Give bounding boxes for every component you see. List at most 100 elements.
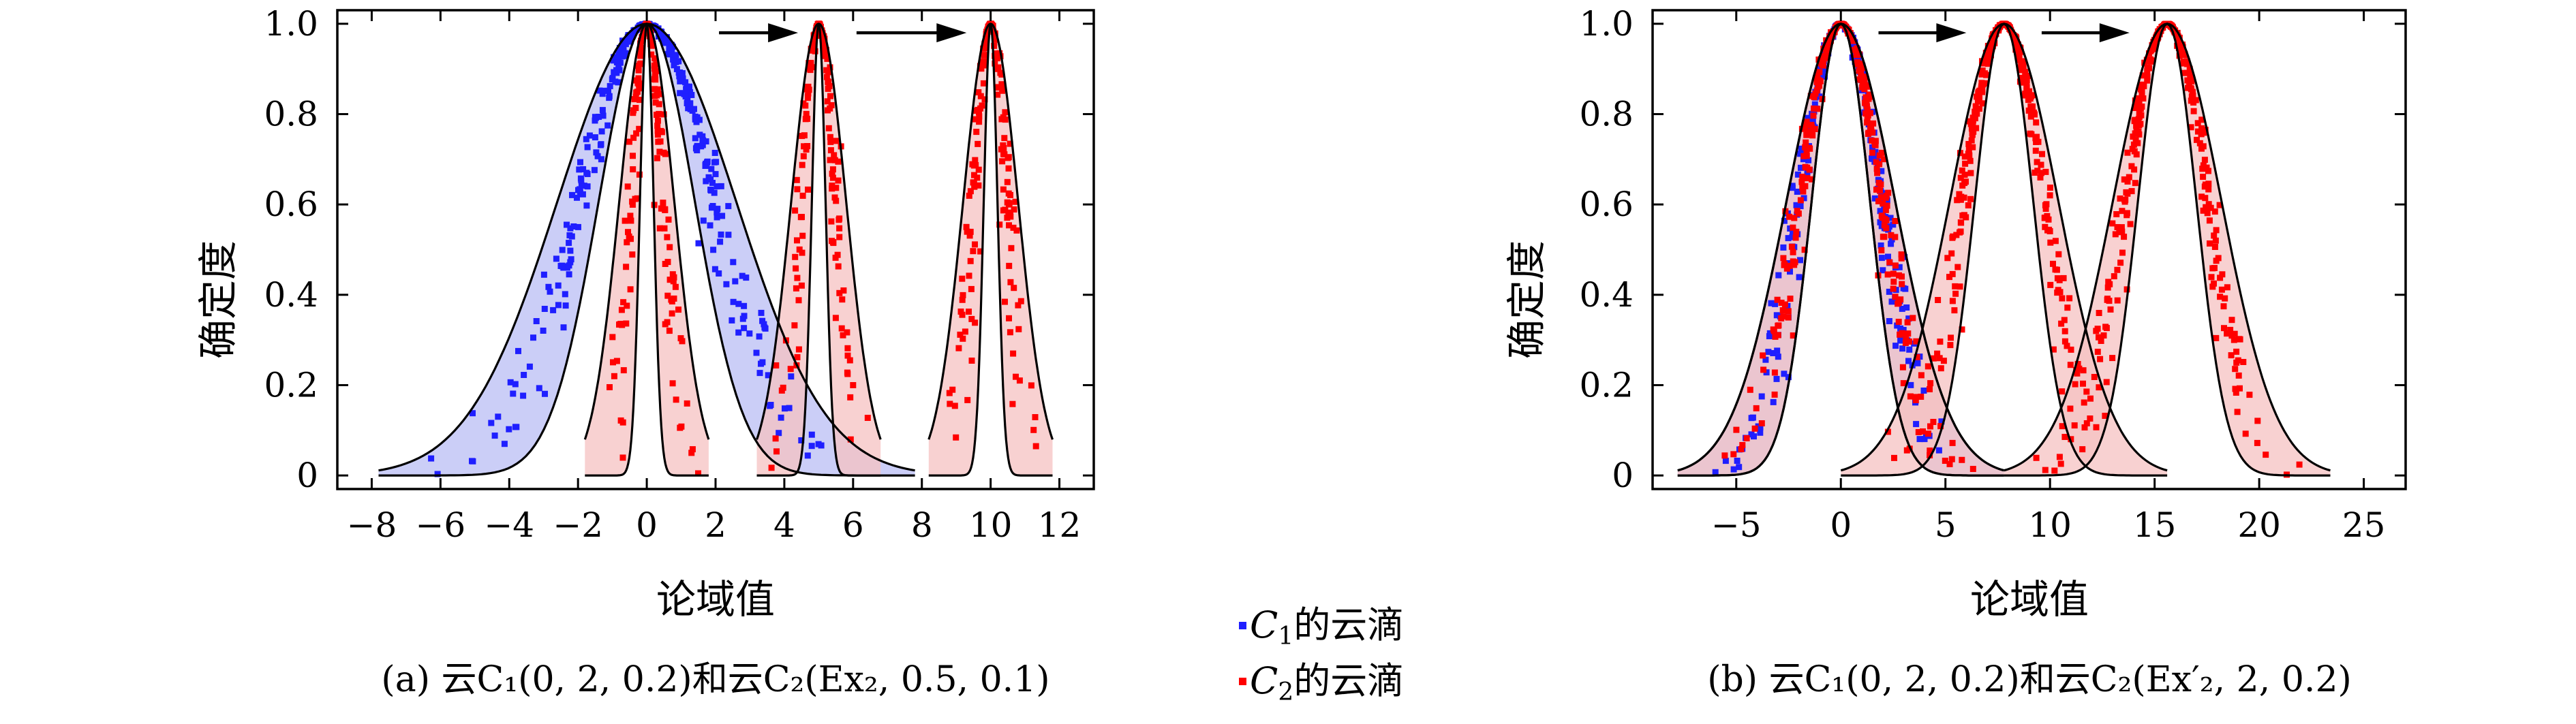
drop-s0-c0-1 xyxy=(735,300,742,307)
drop-s1-c0-319 xyxy=(1813,87,1820,94)
band-s1-c2 xyxy=(928,23,1053,476)
drop-s1-c0-84 xyxy=(609,334,616,341)
drop-s0-c0-309 xyxy=(510,390,517,397)
drop-s0-c0-262 xyxy=(434,471,441,477)
drop-s0-c0-249 xyxy=(669,42,675,48)
drop-s1-c1-214 xyxy=(1970,128,1977,135)
drop-s1-c0-86 xyxy=(1882,194,1889,201)
drop-s1-c1-152 xyxy=(1957,196,1964,203)
drop-s1-c0-23 xyxy=(1959,456,1965,463)
drop-s1-c1-80 xyxy=(833,185,840,191)
drop-s1-c0-87 xyxy=(669,380,676,387)
x-tick-label-5: 20 xyxy=(2237,505,2281,545)
drop-s0-c0-115 xyxy=(562,302,569,309)
drop-s1-c1-234 xyxy=(2042,202,2049,208)
drop-s1-c0-62 xyxy=(1914,353,1920,360)
drop-s0-c0-136 xyxy=(718,231,724,238)
drop-s0-c0-21 xyxy=(520,392,527,399)
drop-s0-c0-291 xyxy=(637,23,643,30)
drop-s0-c0-43 xyxy=(758,309,765,316)
drop-s1-c1-329 xyxy=(1985,50,1992,57)
legend-marker-c1 xyxy=(1239,622,1246,629)
drop-s0-c0-90 xyxy=(1878,168,1885,174)
drop-s0-c0-207 xyxy=(597,142,604,148)
drop-s1-c2-53 xyxy=(2187,69,2194,76)
drop-s0-c0-191 xyxy=(1913,421,1920,428)
drop-s1-c1-19 xyxy=(2024,72,2031,79)
drop-s1-c0-168 xyxy=(1803,131,1810,138)
drop-s1-c0-94 xyxy=(1781,262,1788,268)
drop-s1-c1-251 xyxy=(1957,219,1964,226)
drop-s1-c2-119 xyxy=(959,275,966,282)
drop-s1-c0-142 xyxy=(626,138,632,145)
drop-s1-c0-117 xyxy=(633,89,640,96)
drop-s1-c0-172 xyxy=(617,417,624,424)
arrow-head-0 xyxy=(768,23,799,43)
drop-s1-c2-164 xyxy=(2127,221,2134,227)
drop-s1-c2-89 xyxy=(2105,279,2112,285)
drop-s0-c0-89 xyxy=(758,360,764,367)
drop-s1-c2-318 xyxy=(2154,35,2161,42)
drop-s1-c0-323 xyxy=(1771,391,1778,398)
drop-s0-c0-246 xyxy=(584,183,591,190)
drop-s1-c0-74 xyxy=(662,321,669,328)
drop-s1-c1-324 xyxy=(2017,44,2023,51)
drop-s0-c0-192 xyxy=(609,75,616,82)
drop-s1-c1-265 xyxy=(2033,119,2040,126)
drop-s1-c1-112 xyxy=(2046,192,2053,199)
drop-s1-c2-327 xyxy=(2202,127,2209,133)
x-tick-label-6: 4 xyxy=(773,505,795,545)
drop-s1-c1-138 xyxy=(795,346,802,353)
x-tick-label-8: 8 xyxy=(911,505,933,545)
drop-s1-c2-226 xyxy=(2232,366,2239,373)
drop-s1-c1-271 xyxy=(1975,90,1982,97)
drop-s1-c2-258 xyxy=(2128,163,2135,170)
drop-s1-c2-294 xyxy=(2122,196,2129,203)
drop-s1-c2-114 xyxy=(999,87,1006,94)
drop-s1-c2-22 xyxy=(2220,303,2227,310)
drop-s1-c1-286 xyxy=(1984,56,1991,63)
drop-s1-c2-120 xyxy=(994,65,1000,72)
drop-s1-c0-93 xyxy=(613,358,620,364)
drop-s1-c2-99 xyxy=(966,272,972,279)
drop-s0-c0-176 xyxy=(687,100,694,107)
drop-s1-c1-215 xyxy=(1954,264,1961,270)
drop-s1-c1-65 xyxy=(839,296,846,303)
drop-s0-c0-197 xyxy=(605,87,611,94)
drop-s1-c2-24 xyxy=(972,319,979,326)
drop-s1-c0-114 xyxy=(619,454,626,461)
drop-s1-c2-253 xyxy=(2222,295,2228,302)
drop-s0-c0-287 xyxy=(1902,285,1909,292)
drop-s1-c0-237 xyxy=(1747,386,1753,393)
drop-s1-c0-157 xyxy=(628,236,634,242)
drop-s1-c1-53 xyxy=(2059,295,2066,302)
drop-s1-c1-66 xyxy=(794,237,800,244)
drop-s1-c2-161 xyxy=(1007,213,1014,220)
x-tick-label-1: 0 xyxy=(1830,505,1852,545)
drop-s1-c0-193 xyxy=(1810,112,1817,119)
y-tick-label-5: 1.0 xyxy=(1579,4,1634,44)
drop-s0-c0-35 xyxy=(593,149,600,156)
drop-s1-c1-109 xyxy=(1957,283,1963,290)
drop-s0-c0-190 xyxy=(682,79,689,86)
drop-s1-c2-299 xyxy=(2211,280,2217,287)
drop-s1-c2-35 xyxy=(2233,390,2239,396)
drop-s1-c0-104 xyxy=(661,225,668,232)
drop-s1-c1-179 xyxy=(794,186,801,193)
drop-s1-c2-94 xyxy=(946,390,953,396)
drop-s0-c0-234 xyxy=(702,163,709,169)
drop-s0-c0-40 xyxy=(759,317,766,324)
drop-s1-c2-148 xyxy=(1032,414,1039,420)
drop-s1-c2-80 xyxy=(1001,135,1008,142)
drop-s0-c0-217 xyxy=(1798,145,1805,152)
drop-s1-c0-69 xyxy=(673,396,679,403)
drop-s1-c0-116 xyxy=(647,31,654,38)
drop-s0-c0-208 xyxy=(1897,325,1904,332)
drop-s1-c2-61 xyxy=(972,157,979,163)
drop-s1-c0-4 xyxy=(1864,106,1871,113)
drop-s1-c2-283 xyxy=(2114,297,2121,304)
drop-s1-c2-43 xyxy=(2098,338,2104,344)
drop-s1-c1-125 xyxy=(805,186,811,193)
drop-s1-c1-150 xyxy=(793,265,799,272)
y-tick-label-5: 1.0 xyxy=(264,4,318,44)
